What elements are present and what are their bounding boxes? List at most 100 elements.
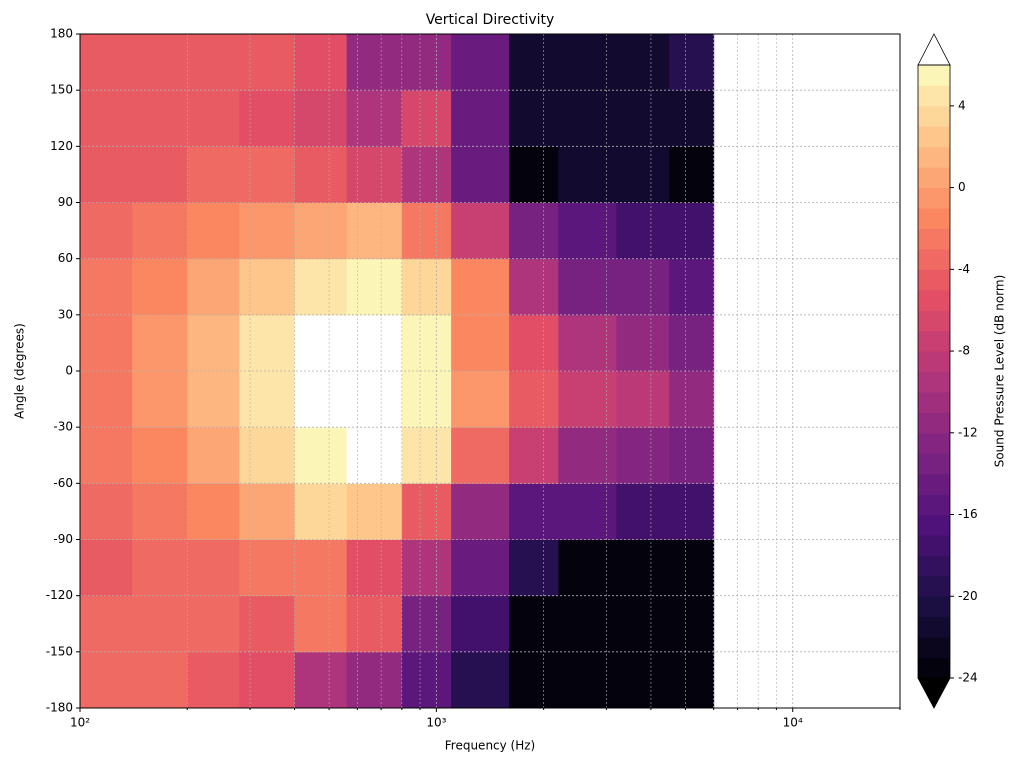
contour-cell: [294, 34, 348, 91]
contour-cell: [346, 258, 403, 316]
colorbar-band: [918, 596, 950, 618]
colorbar-tick-label: 4: [958, 98, 966, 112]
contour-cell: [132, 90, 188, 147]
contour-cell: [669, 483, 715, 540]
contour-cell: [187, 258, 240, 316]
contour-cell: [187, 90, 240, 147]
contour-cell: [80, 90, 133, 147]
contour-cell: [558, 595, 617, 653]
contour-cell: [294, 427, 348, 484]
contour-cell: [346, 595, 403, 653]
contour-cell: [451, 314, 510, 372]
colorbar-tick-label: -12: [958, 425, 978, 439]
contour-cell: [294, 90, 348, 147]
contour-cell: [346, 371, 403, 428]
contour-cell: [239, 539, 296, 597]
contour-cell: [669, 595, 715, 653]
contour-cell: [187, 371, 240, 428]
contour-cell: [401, 483, 452, 540]
contour-cell: [346, 90, 403, 147]
colorbar-band: [918, 391, 950, 413]
contour-cell: [401, 539, 452, 597]
contour-cell: [451, 595, 510, 653]
contour-cell: [80, 202, 133, 260]
colorbar-band: [918, 657, 950, 679]
colorbar-band: [918, 473, 950, 495]
colorbar-band: [918, 330, 950, 352]
contour-cell: [451, 427, 510, 484]
contour-cell: [346, 202, 403, 260]
colorbar-extend-min: [917, 677, 951, 709]
contour-cell: [616, 34, 670, 91]
colorbar-band: [918, 637, 950, 659]
colorbar-band: [918, 575, 950, 597]
colorbar-band: [918, 289, 950, 311]
colorbar-band: [918, 187, 950, 209]
contour-cell: [187, 314, 240, 372]
contour-cell: [239, 427, 296, 484]
contour-cell: [401, 314, 452, 372]
contour-cell: [558, 314, 617, 372]
contour-cell: [509, 651, 559, 709]
contour-cell: [132, 258, 188, 316]
colorbar-band: [918, 555, 950, 577]
contour-cell: [401, 34, 452, 91]
contour-cell: [616, 371, 670, 428]
y-tick-label: 150: [50, 83, 73, 97]
contour-cell: [451, 202, 510, 260]
y-tick-label: -120: [46, 588, 73, 602]
contour-cell: [80, 258, 133, 316]
y-tick-label: -180: [46, 701, 73, 715]
contour-cell: [132, 371, 188, 428]
contour-cell: [509, 539, 559, 597]
colorbar-band: [918, 432, 950, 454]
contour-cell: [558, 371, 617, 428]
x-tick-label: 10²: [70, 716, 90, 730]
contour-cell: [451, 34, 510, 91]
contour-cell: [509, 258, 559, 316]
contour-cell: [669, 34, 715, 91]
contour-cell: [80, 427, 133, 484]
contour-cell: [669, 146, 715, 203]
y-tick-label: 90: [58, 195, 73, 209]
contour-cell: [239, 651, 296, 709]
contour-cell: [132, 34, 188, 91]
contour-cell: [80, 595, 133, 653]
contour-cell: [616, 90, 670, 147]
contour-cell: [239, 90, 296, 147]
colorbar-band: [918, 269, 950, 291]
chart-title: Vertical Directivity: [426, 12, 555, 28]
contour-cell: [80, 483, 133, 540]
contour-cell: [346, 483, 403, 540]
contour-cell: [401, 90, 452, 147]
contour-cell: [509, 314, 559, 372]
contour-cell: [80, 34, 133, 91]
colorbar-band: [918, 85, 950, 107]
y-tick-label: -60: [53, 476, 73, 490]
contour-cell: [451, 651, 510, 709]
contour-cell: [187, 146, 240, 203]
contour-cell: [558, 258, 617, 316]
contour-cell: [401, 651, 452, 709]
contour-cell: [346, 34, 403, 91]
contour-cell: [558, 34, 617, 91]
contour-cell: [239, 146, 296, 203]
colorbar-band: [918, 228, 950, 250]
contour-cell: [80, 314, 133, 372]
colorbar-band: [918, 351, 950, 372]
contour-cell: [187, 34, 240, 91]
contour-cell: [132, 651, 188, 709]
colorbar-band: [918, 65, 950, 86]
colorbar-band: [918, 208, 950, 229]
colorbar-tick-label: -8: [958, 344, 970, 358]
contour-cell: [509, 90, 559, 147]
colorbar-band: [918, 412, 950, 434]
y-tick-label: -30: [53, 420, 73, 434]
contour-cell: [509, 371, 559, 428]
contour-cell: [401, 595, 452, 653]
contour-cell: [509, 483, 559, 540]
y-tick-label: 120: [50, 139, 73, 153]
contour-cell: [239, 202, 296, 260]
x-tick-label: 10³: [426, 716, 446, 730]
colorbar-tick-label: -16: [958, 507, 978, 521]
